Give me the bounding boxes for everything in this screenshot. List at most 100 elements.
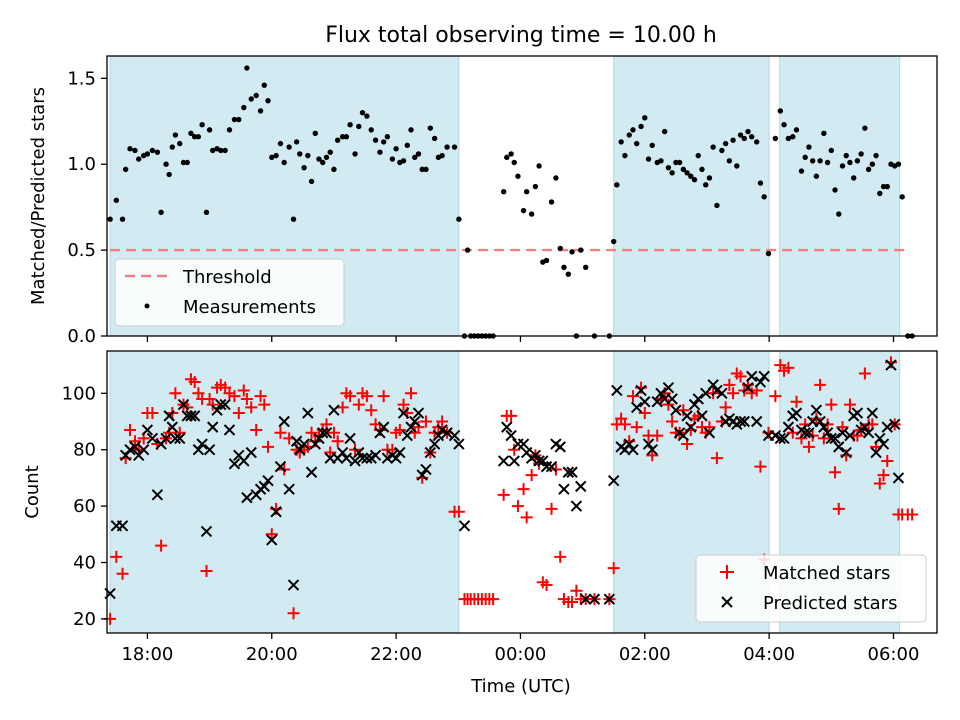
predicted-star-point	[529, 449, 542, 462]
predicted-star-point	[287, 579, 300, 591]
measurement-point	[312, 130, 318, 137]
measurement-point	[191, 134, 198, 140]
predicted-star-point	[228, 458, 241, 470]
predicted-star-point	[420, 463, 432, 476]
measurement-point	[734, 163, 740, 169]
measurement-point	[273, 152, 279, 159]
measurement-point	[642, 115, 648, 121]
predicted-star-point	[662, 381, 675, 394]
matched-star-point	[200, 564, 213, 577]
predicted-star-point	[639, 396, 651, 408]
predicted-star-point	[196, 438, 208, 450]
predicted-star-point	[750, 415, 763, 428]
predicted-star-point	[881, 421, 893, 433]
count-panel: 20 40 60 80 100 18:00 20:00 22:00 00:00 02:00 04:…	[22, 350, 938, 697]
measurement-point	[520, 207, 527, 214]
measurement-point	[828, 147, 835, 154]
predicted-star-point	[545, 460, 558, 473]
matched-star-point	[258, 398, 271, 411]
predicted-star-point	[517, 438, 530, 450]
measurement-point	[380, 139, 387, 145]
measurement-point	[122, 166, 129, 173]
predicted-star-point	[192, 443, 205, 456]
predicted-star-point	[309, 438, 321, 450]
measurement-point	[316, 156, 322, 162]
measurement-point	[661, 128, 668, 135]
matched-star-point	[719, 401, 732, 414]
measurement-point	[427, 125, 433, 131]
matched-star-point	[843, 398, 856, 411]
measurement-point	[241, 104, 247, 111]
predicted-star-point	[453, 438, 465, 450]
measurement-point	[195, 134, 202, 140]
measurement-point	[669, 170, 675, 176]
matched-star-point	[790, 395, 803, 408]
measurement-point	[772, 135, 779, 142]
measurement-point	[154, 149, 161, 155]
predicted-star-point	[758, 370, 770, 383]
matched-star-point	[651, 429, 664, 442]
predicted-star-point	[441, 427, 453, 439]
measurement-point	[203, 209, 210, 216]
ratio-shaded-intervals	[109, 55, 901, 337]
count-y-tick-label: 40	[73, 553, 96, 574]
predicted-star-point	[685, 421, 697, 433]
matched-star-point	[873, 477, 886, 490]
predicted-star-point	[241, 491, 253, 504]
measurement-point	[290, 216, 297, 222]
predicted-star-point	[588, 593, 601, 605]
matched-star-point	[881, 454, 894, 467]
measurement-point	[149, 147, 156, 154]
measurement-point	[553, 175, 559, 181]
predicted-star-point	[716, 387, 728, 400]
measurement-point	[412, 154, 418, 161]
matched-star-point	[566, 595, 579, 608]
predicted-star-point	[223, 424, 236, 436]
measurement-point	[532, 183, 539, 190]
measurement-point	[320, 159, 326, 166]
matched-star-point	[517, 483, 530, 496]
predicted-star-point	[818, 421, 830, 433]
time-x-tick-label: 22:00	[370, 644, 422, 665]
matched-star-point	[795, 432, 808, 445]
measurement-point	[802, 154, 808, 161]
ratio-legend: Threshold Measurements	[114, 258, 345, 327]
matched-star-point	[520, 511, 533, 524]
predicted-star-point	[754, 376, 767, 388]
ratio-legend-box	[114, 258, 345, 327]
matched-star-point	[505, 409, 518, 422]
measurement-point	[869, 161, 876, 167]
measurement-point	[511, 159, 517, 166]
measurement-point	[565, 271, 572, 277]
predicted-star-point	[129, 441, 141, 453]
measurement-point	[132, 147, 138, 154]
measurements-legend-label: Measurements	[183, 297, 316, 318]
predicted-star-point	[707, 379, 719, 391]
count-y-tick-label: 20	[73, 609, 96, 630]
matched-star-point	[626, 390, 639, 403]
measurement-point	[673, 159, 679, 166]
measurement-point	[359, 109, 366, 116]
matched-star-point	[554, 550, 567, 563]
predicted-star-point	[862, 427, 875, 439]
measurement-point	[119, 216, 126, 222]
matched-star-point	[487, 593, 500, 606]
measurement-point	[415, 151, 422, 157]
matched-star-point	[814, 378, 827, 391]
ratio-x-ticks	[146, 336, 895, 342]
measurement-point	[665, 164, 672, 171]
matched-star-point	[802, 440, 815, 453]
predicted-star-point	[627, 443, 639, 456]
predicted-star-point	[397, 407, 410, 419]
matched-star-point	[188, 376, 201, 389]
matched-star-point	[703, 421, 716, 434]
matched-star-point	[146, 407, 159, 420]
predicted-star-point	[177, 398, 190, 411]
predicted-star-point	[829, 432, 841, 445]
measurement-point	[658, 158, 664, 164]
measurement-point	[523, 189, 530, 195]
predicted-star-point	[859, 421, 871, 433]
measurement-point	[688, 173, 694, 179]
predicted-star-point	[215, 398, 227, 411]
matched-star-point	[436, 415, 449, 428]
